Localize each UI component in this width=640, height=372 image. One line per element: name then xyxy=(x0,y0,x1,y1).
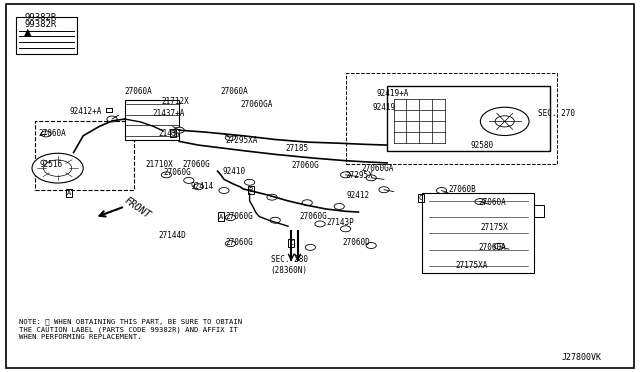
Text: 99382R: 99382R xyxy=(24,20,56,29)
Text: 27060G: 27060G xyxy=(225,238,253,247)
Circle shape xyxy=(32,153,83,183)
Circle shape xyxy=(244,179,255,185)
Circle shape xyxy=(161,172,172,178)
Text: 27175X: 27175X xyxy=(480,223,508,232)
Circle shape xyxy=(481,107,529,135)
Text: J27800VK: J27800VK xyxy=(562,353,602,362)
Text: 27060A: 27060A xyxy=(38,129,66,138)
Text: 27295X: 27295X xyxy=(346,171,373,180)
Bar xyxy=(16,17,77,54)
Circle shape xyxy=(495,116,515,127)
Text: 92516: 92516 xyxy=(40,160,63,169)
Circle shape xyxy=(379,187,389,193)
Bar xyxy=(125,100,179,140)
Text: 27060D: 27060D xyxy=(342,238,370,247)
Text: A: A xyxy=(219,214,223,219)
Text: 27185: 27185 xyxy=(285,144,308,153)
Text: 27295XA: 27295XA xyxy=(225,136,258,145)
Text: FRONT: FRONT xyxy=(123,196,153,221)
Text: 21712X: 21712X xyxy=(161,97,189,106)
Text: SEC. 270: SEC. 270 xyxy=(538,109,575,118)
Text: 27060B: 27060B xyxy=(448,185,476,194)
Text: 27060G: 27060G xyxy=(291,161,319,170)
Circle shape xyxy=(270,217,280,223)
Text: NOTE: Ⓞ WHEN OBTAINING THIS PART, BE SURE TO OBTAIN
THE CAUTION LABEL (PARTS COD: NOTE: Ⓞ WHEN OBTAINING THIS PART, BE SUR… xyxy=(19,319,243,340)
Circle shape xyxy=(41,131,51,137)
Text: 27060A: 27060A xyxy=(479,243,506,252)
Text: 27060A: 27060A xyxy=(125,87,152,96)
Bar xyxy=(346,73,557,164)
Text: C: C xyxy=(419,195,423,201)
Text: 21710X: 21710X xyxy=(146,160,173,169)
Text: 27175XA: 27175XA xyxy=(456,262,488,270)
Text: 92412+A: 92412+A xyxy=(69,107,102,116)
Bar xyxy=(35,121,134,190)
Circle shape xyxy=(225,241,236,247)
Text: 99382R: 99382R xyxy=(24,13,56,22)
Circle shape xyxy=(366,243,376,248)
Circle shape xyxy=(340,226,351,232)
Circle shape xyxy=(475,199,485,205)
Text: 92410: 92410 xyxy=(223,167,246,176)
Circle shape xyxy=(340,172,351,178)
Text: 27060GA: 27060GA xyxy=(362,164,394,173)
Text: 27060G: 27060G xyxy=(182,160,210,169)
Text: SEC. 280
(28360N): SEC. 280 (28360N) xyxy=(271,255,308,275)
Text: 92419+A: 92419+A xyxy=(376,89,409,98)
Circle shape xyxy=(44,160,72,176)
Text: 27060G: 27060G xyxy=(300,212,327,221)
Circle shape xyxy=(174,127,184,133)
Text: 92412: 92412 xyxy=(347,191,370,200)
Text: 21437+A: 21437+A xyxy=(152,109,185,118)
Circle shape xyxy=(305,244,316,250)
Text: A: A xyxy=(67,190,71,196)
Circle shape xyxy=(193,184,204,190)
Text: 27060GA: 27060GA xyxy=(240,100,273,109)
Text: 27143P: 27143P xyxy=(326,218,354,227)
Text: B: B xyxy=(249,187,253,193)
Circle shape xyxy=(184,177,194,183)
Text: 27144D: 27144D xyxy=(159,231,186,240)
Circle shape xyxy=(219,187,229,193)
Text: 92419: 92419 xyxy=(372,103,396,112)
Circle shape xyxy=(225,215,236,221)
Circle shape xyxy=(315,221,325,227)
Bar xyxy=(387,86,550,151)
Text: C: C xyxy=(289,240,293,246)
Circle shape xyxy=(267,194,277,200)
Circle shape xyxy=(225,135,236,141)
Circle shape xyxy=(494,243,504,249)
Text: 92580: 92580 xyxy=(470,141,493,150)
Circle shape xyxy=(334,203,344,209)
Text: 27060A: 27060A xyxy=(479,198,506,207)
Bar xyxy=(422,193,534,273)
Text: 21437: 21437 xyxy=(159,129,182,138)
Circle shape xyxy=(107,116,117,122)
Text: R: R xyxy=(171,130,175,136)
Circle shape xyxy=(366,175,376,181)
Text: 27060G: 27060G xyxy=(163,169,191,177)
Text: 27060G: 27060G xyxy=(225,212,253,221)
Circle shape xyxy=(302,200,312,206)
Circle shape xyxy=(436,187,447,193)
Text: 27060A: 27060A xyxy=(221,87,248,96)
Text: 92414: 92414 xyxy=(191,182,214,191)
Text: ▲: ▲ xyxy=(24,27,31,37)
